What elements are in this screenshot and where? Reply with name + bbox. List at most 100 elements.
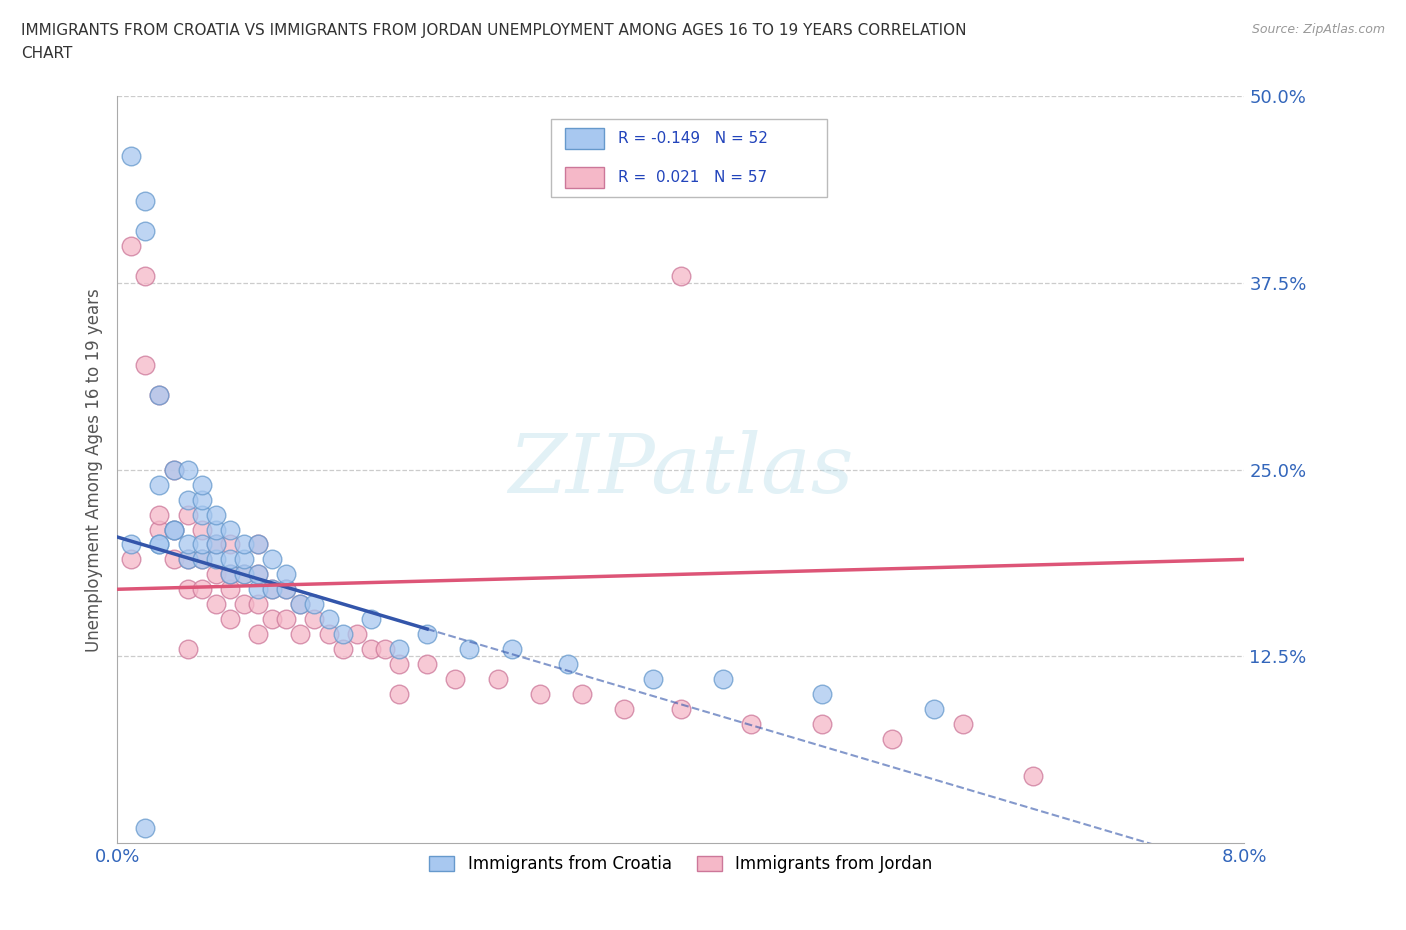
- Point: [318, 627, 340, 642]
- Point: [120, 149, 142, 164]
- Point: [219, 567, 242, 582]
- Point: [204, 537, 226, 551]
- Point: [134, 821, 156, 836]
- Point: [162, 522, 184, 537]
- Point: [290, 627, 312, 642]
- Point: [613, 701, 636, 716]
- Point: [219, 612, 242, 627]
- Point: [557, 657, 579, 671]
- Point: [290, 597, 312, 612]
- Point: [233, 567, 256, 582]
- Point: [233, 597, 256, 612]
- Point: [247, 537, 270, 551]
- Point: [290, 597, 312, 612]
- Point: [148, 537, 170, 551]
- Point: [276, 582, 298, 597]
- Point: [332, 627, 354, 642]
- Y-axis label: Unemployment Among Ages 16 to 19 years: Unemployment Among Ages 16 to 19 years: [86, 288, 103, 652]
- Point: [641, 671, 664, 686]
- Point: [134, 358, 156, 373]
- Point: [176, 552, 198, 567]
- Point: [176, 552, 198, 567]
- Point: [247, 582, 270, 597]
- Point: [190, 537, 212, 551]
- Point: [388, 657, 411, 671]
- Point: [204, 552, 226, 567]
- Text: Source: ZipAtlas.com: Source: ZipAtlas.com: [1251, 23, 1385, 36]
- FancyBboxPatch shape: [565, 127, 605, 149]
- Point: [233, 567, 256, 582]
- Point: [360, 642, 382, 657]
- Point: [134, 193, 156, 208]
- Point: [219, 582, 242, 597]
- Point: [204, 537, 226, 551]
- Point: [444, 671, 467, 686]
- Point: [190, 582, 212, 597]
- Text: R = -0.149   N = 52: R = -0.149 N = 52: [617, 131, 768, 146]
- Point: [204, 597, 226, 612]
- Point: [148, 388, 170, 403]
- Point: [882, 731, 904, 746]
- Point: [120, 537, 142, 551]
- Point: [247, 567, 270, 582]
- Point: [176, 642, 198, 657]
- Point: [176, 537, 198, 551]
- Point: [247, 627, 270, 642]
- Point: [501, 642, 523, 657]
- Point: [810, 716, 832, 731]
- Point: [332, 642, 354, 657]
- Point: [952, 716, 974, 731]
- Point: [148, 477, 170, 492]
- Point: [204, 522, 226, 537]
- Point: [162, 552, 184, 567]
- Point: [162, 522, 184, 537]
- Point: [204, 507, 226, 522]
- Point: [219, 522, 242, 537]
- Point: [190, 552, 212, 567]
- Point: [529, 686, 551, 701]
- Point: [162, 462, 184, 477]
- Point: [740, 716, 762, 731]
- Point: [276, 582, 298, 597]
- Point: [134, 268, 156, 283]
- Text: CHART: CHART: [21, 46, 73, 61]
- FancyBboxPatch shape: [565, 166, 605, 189]
- Point: [388, 686, 411, 701]
- Point: [176, 492, 198, 507]
- Point: [148, 522, 170, 537]
- Point: [176, 462, 198, 477]
- Point: [190, 492, 212, 507]
- Point: [416, 657, 439, 671]
- Point: [711, 671, 734, 686]
- Text: IMMIGRANTS FROM CROATIA VS IMMIGRANTS FROM JORDAN UNEMPLOYMENT AMONG AGES 16 TO : IMMIGRANTS FROM CROATIA VS IMMIGRANTS FR…: [21, 23, 966, 38]
- Point: [162, 462, 184, 477]
- Point: [304, 597, 326, 612]
- Point: [219, 552, 242, 567]
- Point: [148, 507, 170, 522]
- Point: [374, 642, 396, 657]
- Point: [233, 537, 256, 551]
- Point: [276, 567, 298, 582]
- Point: [120, 238, 142, 253]
- Point: [247, 537, 270, 551]
- Point: [924, 701, 946, 716]
- Point: [669, 268, 692, 283]
- Point: [304, 612, 326, 627]
- Point: [262, 612, 284, 627]
- Text: ZIPatlas: ZIPatlas: [508, 430, 853, 510]
- Point: [346, 627, 368, 642]
- Point: [219, 537, 242, 551]
- Point: [669, 701, 692, 716]
- Point: [486, 671, 509, 686]
- Point: [1022, 768, 1045, 783]
- FancyBboxPatch shape: [551, 119, 827, 197]
- Point: [148, 537, 170, 551]
- Point: [262, 582, 284, 597]
- Point: [276, 612, 298, 627]
- Point: [810, 686, 832, 701]
- Point: [247, 567, 270, 582]
- Point: [190, 477, 212, 492]
- Point: [148, 388, 170, 403]
- Text: R =  0.021   N = 57: R = 0.021 N = 57: [617, 170, 766, 185]
- Point: [247, 597, 270, 612]
